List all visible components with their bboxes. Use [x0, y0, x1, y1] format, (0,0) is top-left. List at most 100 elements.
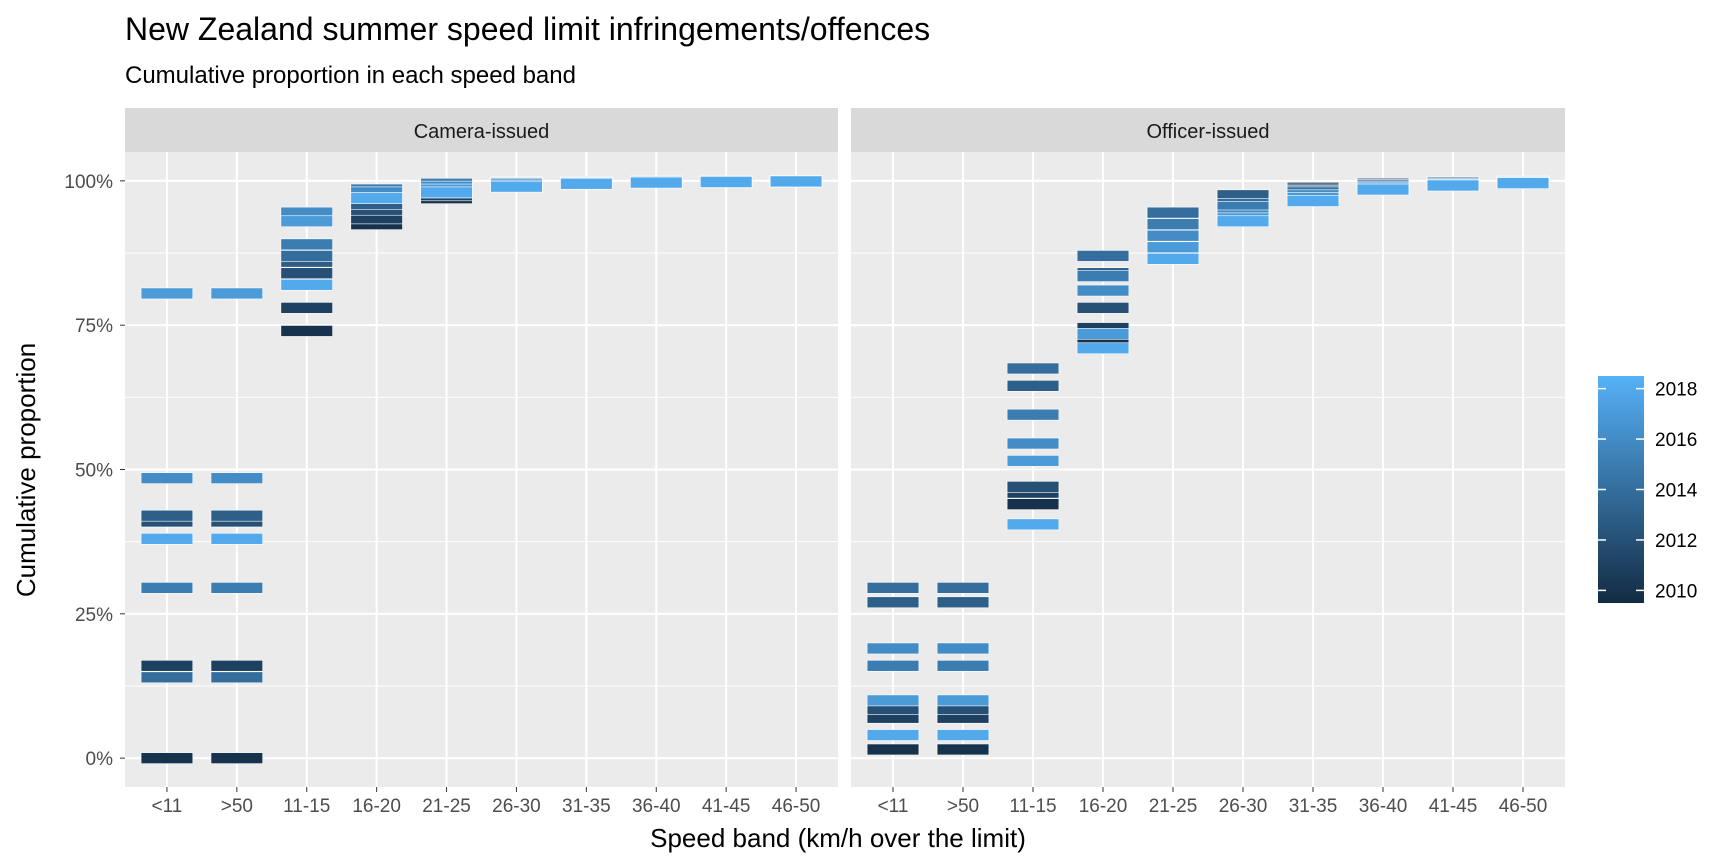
tile-46-50-2018 [769, 175, 823, 188]
x-tick-label: 36-40 [1359, 796, 1408, 817]
tile-<11-2014 [866, 582, 920, 594]
legend-label: 2012 [1655, 531, 1697, 552]
tile->50-2014 [936, 582, 990, 594]
tile-<11-2010 [140, 752, 194, 764]
facet-strip [851, 108, 1565, 152]
tile->50-2018 [210, 532, 264, 545]
tile-46-50-2018 [1496, 177, 1550, 189]
tile-11-15-2015 [280, 238, 333, 251]
x-tick-label: 41-45 [702, 796, 751, 817]
tile->50-2018 [936, 729, 990, 741]
tile-36-40-2018 [630, 176, 683, 189]
tile-<11-2014 [140, 671, 194, 684]
x-tick-label: 36-40 [632, 796, 681, 817]
tile-<11-2016 [140, 472, 194, 484]
tile-41-45-2018 [1426, 179, 1480, 192]
tile-11-15-2014 [1006, 362, 1060, 375]
tile-11-15-2010 [1006, 498, 1060, 510]
tile-11-15-2017 [1006, 455, 1060, 467]
x-tick-label: 46-50 [772, 796, 821, 817]
y-axis-title: Cumulative proportion [11, 343, 41, 597]
chart-title: New Zealand summer speed limit infringem… [125, 11, 930, 47]
legend-label: 2010 [1655, 581, 1697, 602]
x-tick-label: 16-20 [1079, 796, 1128, 817]
tile-16-20-2018 [1076, 342, 1130, 355]
y-tick-label: 25% [75, 605, 113, 626]
tile->50-2015 [936, 659, 990, 672]
tile-11-15-2015 [1006, 408, 1060, 421]
tile-<11-2010 [866, 743, 920, 756]
x-tick-label: <11 [152, 796, 183, 817]
tile-<11-2013 [140, 509, 194, 522]
x-tick-label: 41-45 [1429, 796, 1478, 817]
x-tick-label: 26-30 [1219, 796, 1268, 817]
tile->50-2011 [210, 659, 264, 672]
y-tick-label: 75% [75, 316, 113, 337]
tile->50-2016 [210, 472, 264, 484]
tile-<11-2016 [866, 642, 920, 655]
x-tick-label: 16-20 [352, 796, 401, 817]
tile-11-15-2012 [1006, 481, 1060, 493]
x-tick-label: 11-15 [1009, 796, 1056, 817]
legend: 2010 2012 2014 2016 2018 [1598, 376, 1698, 603]
tile-16-20-2017 [1076, 328, 1130, 340]
chart-subtitle: Cumulative proportion in each speed band [125, 62, 576, 89]
tile-36-40-2018 [1356, 183, 1410, 196]
facet-strip-label: Camera-issued [414, 121, 550, 143]
x-tick-label: 11-15 [283, 796, 330, 817]
legend-label: 2014 [1655, 481, 1698, 502]
tile->50-2015 [210, 582, 264, 594]
tile-<11-2018 [866, 729, 920, 741]
tile-16-20-2014 [1076, 250, 1130, 262]
tile-21-25-2015 [1146, 218, 1200, 230]
panels: Camera-issued <11 >50 11-15 16-20 21-25 26-30 3… [64, 108, 1565, 817]
tile-26-30-2018 [1216, 215, 1270, 228]
panel-0: Camera-issued <11 >50 11-15 16-20 21-25 26-30 3… [125, 108, 838, 817]
tile-<11-2018 [140, 532, 194, 545]
tile->50-2013 [936, 596, 990, 609]
tile->50-2017 [210, 287, 264, 300]
tile-16-20-2015 [1076, 270, 1130, 282]
x-tick-label: <11 [878, 796, 909, 817]
tile-41-45-2018 [699, 176, 753, 188]
tile-11-15-2016 [1006, 437, 1060, 450]
tile-11-15-2011 [280, 302, 333, 314]
facet-strip-label: Officer-issued [1146, 121, 1269, 143]
tile-21-25-2017 [1146, 241, 1200, 254]
tile-31-35-2018 [1286, 195, 1340, 207]
tile-21-25-2016 [1146, 229, 1200, 242]
tile-11-15-2014 [280, 250, 333, 262]
tile-11-15-2010 [280, 325, 333, 337]
tile->50-2010 [210, 752, 264, 764]
x-tick-label: 26-30 [492, 796, 541, 817]
tile-21-25-2018 [1146, 252, 1200, 265]
tile-11-15-2018 [1006, 518, 1060, 531]
tile->50-2016 [936, 642, 990, 655]
tile-21-25-2014 [1146, 206, 1200, 219]
tile-<11-2015 [140, 582, 194, 594]
tile-11-15-2012 [280, 267, 333, 280]
x-tick-label: 46-50 [1499, 796, 1548, 817]
x-tick-label: 21-25 [422, 796, 471, 817]
tile-<11-2013 [866, 596, 920, 609]
legend-label: 2016 [1655, 430, 1697, 451]
tile->50-2013 [210, 509, 264, 522]
panel-1: Officer-issued <11 >50 11-15 16-20 21-25 26-30… [851, 108, 1565, 817]
tile-<11-2011 [140, 659, 194, 672]
x-axis-title: Speed band (km/h over the limit) [650, 823, 1026, 853]
y-tick-label: 50% [75, 461, 113, 482]
tile-<11-2015 [866, 659, 920, 672]
tile->50-2017 [936, 694, 990, 707]
x-tick-label: 21-25 [1149, 796, 1198, 817]
facet-strip [125, 108, 838, 152]
tile-16-20-2018 [350, 192, 403, 204]
y-tick-label: 0% [86, 749, 114, 770]
tile-<11-2017 [140, 287, 194, 300]
tile-16-20-2016 [1076, 284, 1130, 297]
tile-21-25-2018 [420, 186, 473, 199]
tile-26-30-2018 [490, 180, 543, 193]
y-tick-label: 100% [64, 172, 113, 193]
tile-16-20-2012 [1076, 302, 1130, 314]
tile-11-15-2017 [280, 215, 333, 228]
tile-11-15-2013 [1006, 379, 1060, 392]
